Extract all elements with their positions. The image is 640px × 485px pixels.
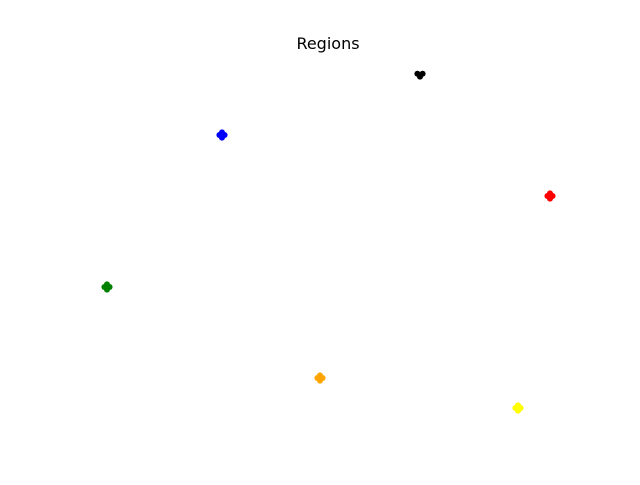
scatter-point (314, 372, 326, 384)
scatter-points (101, 70, 556, 414)
scatter-point (512, 402, 524, 414)
scatter-point (216, 129, 228, 141)
scatter-point (544, 190, 556, 202)
scatter-point (414, 70, 426, 80)
scatter-point (101, 281, 113, 293)
chart-title: Regions (296, 34, 359, 53)
